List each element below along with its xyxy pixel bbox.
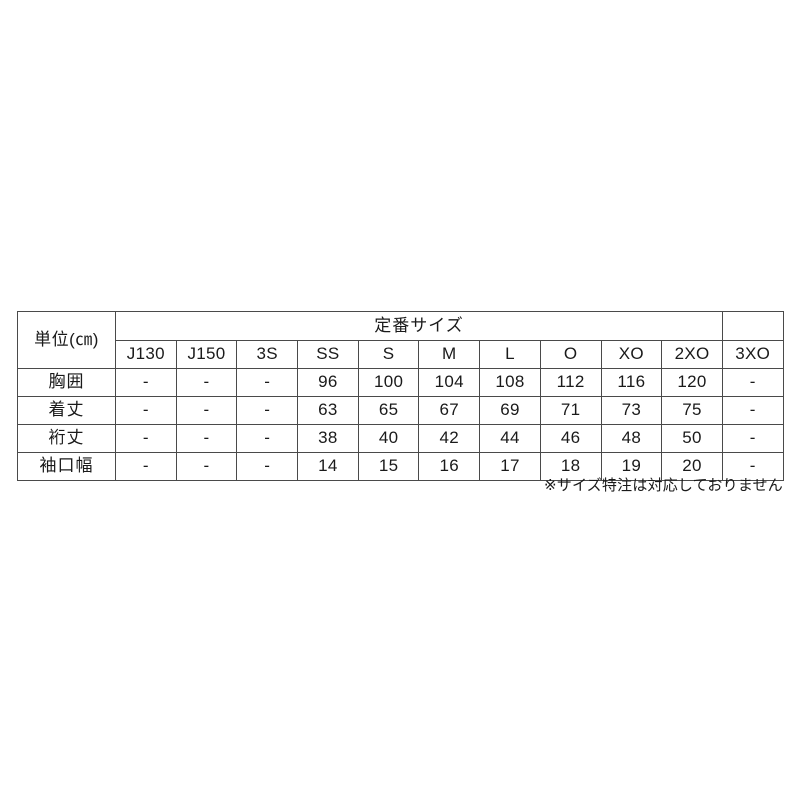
row-label-cuff-width: 袖口幅: [17, 452, 116, 481]
size-header-3s: 3S: [236, 340, 299, 369]
cell-cuff-width-o: 18: [539, 452, 602, 481]
cell-body-length-xo: 73: [600, 396, 663, 425]
size-header-o: O: [539, 340, 602, 369]
cell-sleeve-length-j150: -: [175, 424, 238, 453]
row-label-sleeve-length: 裄丈: [17, 424, 116, 453]
size-chart-table: 単位(㎝) 定番サイズ J130 J150 3S SS S M L O XO 2…: [17, 311, 784, 481]
cell-cuff-width-s: 15: [357, 452, 420, 481]
header-row-group: 単位(㎝) 定番サイズ: [17, 311, 784, 369]
size-header-l: L: [479, 340, 541, 369]
header-row-sizes: J130 J150 3S SS S M L O XO 2XO 3XO: [18, 340, 784, 369]
cell-sleeve-length-3xo: -: [721, 424, 784, 453]
cell-chest-s: 100: [357, 368, 420, 397]
cell-body-length-ss: 63: [297, 396, 359, 425]
cell-cuff-width-2xo: 20: [661, 452, 723, 481]
size-header-j130: J130: [115, 340, 177, 369]
size-header-3xo: 3XO: [721, 340, 784, 369]
size-header-xo: XO: [600, 340, 663, 369]
row-label-chest: 胸囲: [17, 368, 116, 397]
cell-body-length-m: 67: [418, 396, 481, 425]
cell-sleeve-length-ss: 38: [297, 424, 359, 453]
cell-chest-m: 104: [418, 368, 481, 397]
cell-chest-o: 112: [539, 368, 602, 397]
cell-cuff-width-j130: -: [115, 452, 177, 481]
cell-chest-2xo: 120: [661, 368, 723, 397]
cell-body-length-l: 69: [479, 396, 541, 425]
group-header-standard-sizes: 定番サイズ: [115, 311, 723, 341]
cell-sleeve-length-m: 42: [418, 424, 481, 453]
cell-body-length-3xo: -: [721, 396, 784, 425]
cell-sleeve-length-s: 40: [357, 424, 420, 453]
cell-cuff-width-ss: 14: [297, 452, 359, 481]
table-row: 胸囲 - - - 96 100 104 108 112 116 120 -: [17, 368, 784, 397]
cell-sleeve-length-3s: -: [236, 424, 299, 453]
cell-chest-l: 108: [479, 368, 541, 397]
cell-sleeve-length-j130: -: [115, 424, 177, 453]
cell-chest-xo: 116: [600, 368, 663, 397]
size-header-m: M: [418, 340, 481, 369]
cell-chest-j130: -: [115, 368, 177, 397]
cell-body-length-3s: -: [236, 396, 299, 425]
cell-sleeve-length-xo: 48: [600, 424, 663, 453]
row-label-body-length: 着丈: [17, 396, 116, 425]
group-header-empty-cell: [721, 311, 784, 341]
size-header-j150: J150: [175, 340, 238, 369]
cell-body-length-s: 65: [357, 396, 420, 425]
cell-cuff-width-3xo: -: [721, 452, 784, 481]
unit-header-cell: 単位(㎝): [17, 311, 116, 369]
cell-chest-3xo: -: [721, 368, 784, 397]
cell-chest-j150: -: [175, 368, 238, 397]
cell-sleeve-length-l: 44: [479, 424, 541, 453]
cell-chest-ss: 96: [297, 368, 359, 397]
cell-body-length-2xo: 75: [661, 396, 723, 425]
table-body: 胸囲 - - - 96 100 104 108 112 116 120 - 着丈…: [17, 368, 784, 481]
size-chart-footnote: ※サイズ特注は対応しておりません: [544, 477, 783, 494]
size-header-ss: SS: [297, 340, 359, 369]
cell-body-length-o: 71: [539, 396, 602, 425]
cell-cuff-width-l: 17: [479, 452, 541, 481]
cell-cuff-width-m: 16: [418, 452, 481, 481]
cell-sleeve-length-2xo: 50: [661, 424, 723, 453]
table-row: 裄丈 - - - 38 40 42 44 46 48 50 -: [17, 424, 784, 453]
cell-body-length-j150: -: [175, 396, 238, 425]
table-row: 着丈 - - - 63 65 67 69 71 73 75 -: [17, 396, 784, 425]
size-header-2xo: 2XO: [661, 340, 723, 369]
cell-body-length-j130: -: [115, 396, 177, 425]
cell-sleeve-length-o: 46: [539, 424, 602, 453]
cell-cuff-width-3s: -: [236, 452, 299, 481]
table-row: 袖口幅 - - - 14 15 16 17 18 19 20 -: [17, 452, 784, 481]
size-header-s: S: [357, 340, 420, 369]
size-chart-table-container: 単位(㎝) 定番サイズ J130 J150 3S SS S M L O XO 2…: [17, 311, 784, 481]
table-header: 単位(㎝) 定番サイズ J130 J150 3S SS S M L O XO 2…: [17, 311, 784, 369]
cell-chest-3s: -: [236, 368, 299, 397]
